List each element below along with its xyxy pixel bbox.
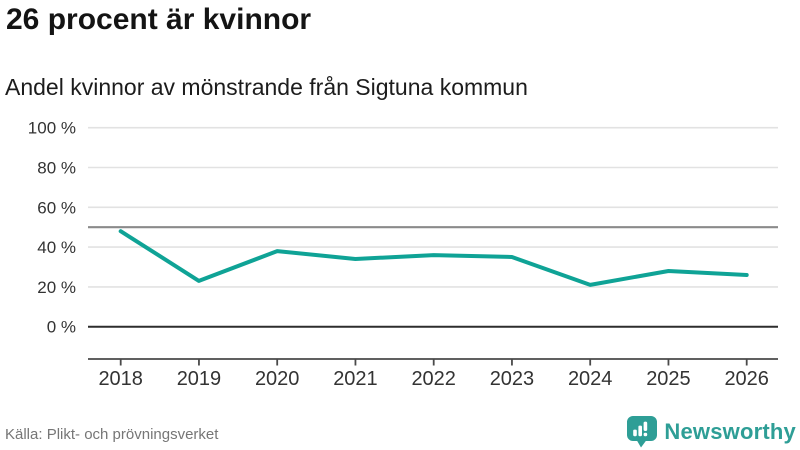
x-tick-label: 2025	[646, 368, 691, 390]
chart-title: 26 procent är kvinnor	[6, 3, 312, 36]
x-tick-label: 2018	[98, 368, 143, 390]
data-line	[118, 229, 749, 287]
chart-subtitle: Andel kvinnor av mönstrande från Sigtuna…	[5, 74, 528, 100]
x-tick-label: 2019	[177, 368, 222, 390]
x-tick-label: 2021	[333, 368, 378, 390]
line-chart: 0 % 20 % 40 % 60 % 80 % 100 % 2018 2019 2020 2021…	[28, 119, 778, 390]
x-tick-label: 2024	[568, 368, 613, 390]
source-text: Källa: Plikt- och prövningsverket	[5, 426, 219, 443]
brand-logo: Newsworthy	[627, 416, 796, 448]
y-tick-label: 20 %	[37, 278, 76, 297]
x-tick-label: 2022	[411, 368, 456, 390]
x-tick-label: 2026	[724, 368, 769, 390]
y-tick-label: 60 %	[37, 198, 76, 217]
y-tick-label: 80 %	[37, 159, 76, 178]
y-tick-label: 100 %	[28, 119, 76, 138]
x-tick-label: 2023	[490, 368, 535, 390]
x-tick-label: 2020	[255, 368, 300, 390]
y-tick-label: 40 %	[37, 238, 76, 257]
newsworthy-bubble-barchart-icon	[627, 416, 658, 448]
brand-name: Newsworthy	[664, 419, 796, 444]
y-tick-label: 0 %	[47, 318, 76, 337]
